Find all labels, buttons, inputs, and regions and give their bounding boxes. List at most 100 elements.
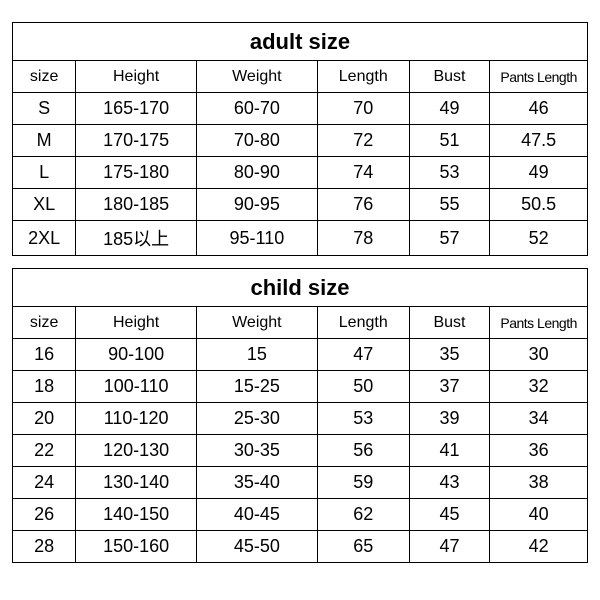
cell-size: 26 bbox=[13, 499, 76, 531]
cell-height: 180-185 bbox=[76, 189, 197, 221]
child-size-table: child size size Height Weight Length Bus… bbox=[12, 268, 588, 563]
col-header-weight: Weight bbox=[197, 307, 318, 339]
cell-bust: 57 bbox=[409, 221, 490, 256]
col-header-height: Height bbox=[76, 61, 197, 93]
table-header-row: size Height Weight Length Bust Pants Len… bbox=[13, 61, 588, 93]
col-header-pants-length: Pants Length bbox=[490, 61, 588, 93]
cell-size: L bbox=[13, 157, 76, 189]
cell-pants: 32 bbox=[490, 371, 588, 403]
cell-pants: 34 bbox=[490, 403, 588, 435]
cell-bust: 55 bbox=[409, 189, 490, 221]
table-row: 28 150-160 45-50 65 47 42 bbox=[13, 531, 588, 563]
cell-bust: 51 bbox=[409, 125, 490, 157]
table-title-row: adult size bbox=[13, 23, 588, 61]
col-header-length: Length bbox=[317, 61, 409, 93]
cell-weight: 25-30 bbox=[197, 403, 318, 435]
cell-pants: 40 bbox=[490, 499, 588, 531]
cell-bust: 35 bbox=[409, 339, 490, 371]
table-row: S 165-170 60-70 70 49 46 bbox=[13, 93, 588, 125]
cell-pants: 38 bbox=[490, 467, 588, 499]
cell-weight: 60-70 bbox=[197, 93, 318, 125]
table-row: 18 100-110 15-25 50 37 32 bbox=[13, 371, 588, 403]
cell-size: M bbox=[13, 125, 76, 157]
cell-bust: 49 bbox=[409, 93, 490, 125]
cell-weight: 45-50 bbox=[197, 531, 318, 563]
cell-size: S bbox=[13, 93, 76, 125]
cell-height: 100-110 bbox=[76, 371, 197, 403]
cell-height: 120-130 bbox=[76, 435, 197, 467]
cell-height: 175-180 bbox=[76, 157, 197, 189]
cell-bust: 37 bbox=[409, 371, 490, 403]
cell-length: 78 bbox=[317, 221, 409, 256]
cell-height: 90-100 bbox=[76, 339, 197, 371]
cell-length: 70 bbox=[317, 93, 409, 125]
table-row: L 175-180 80-90 74 53 49 bbox=[13, 157, 588, 189]
cell-weight: 80-90 bbox=[197, 157, 318, 189]
col-header-size: size bbox=[13, 307, 76, 339]
cell-height: 130-140 bbox=[76, 467, 197, 499]
cell-length: 53 bbox=[317, 403, 409, 435]
cell-pants: 30 bbox=[490, 339, 588, 371]
cell-pants: 42 bbox=[490, 531, 588, 563]
table-row: 22 120-130 30-35 56 41 36 bbox=[13, 435, 588, 467]
cell-pants: 52 bbox=[490, 221, 588, 256]
col-header-bust: Bust bbox=[409, 61, 490, 93]
cell-size: 28 bbox=[13, 531, 76, 563]
cell-pants: 47.5 bbox=[490, 125, 588, 157]
cell-length: 50 bbox=[317, 371, 409, 403]
table-row: XL 180-185 90-95 76 55 50.5 bbox=[13, 189, 588, 221]
cell-bust: 43 bbox=[409, 467, 490, 499]
table-header-row: size Height Weight Length Bust Pants Len… bbox=[13, 307, 588, 339]
cell-height: 170-175 bbox=[76, 125, 197, 157]
table-row: 20 110-120 25-30 53 39 34 bbox=[13, 403, 588, 435]
col-header-weight: Weight bbox=[197, 61, 318, 93]
cell-bust: 47 bbox=[409, 531, 490, 563]
cell-size: 16 bbox=[13, 339, 76, 371]
cell-length: 59 bbox=[317, 467, 409, 499]
col-header-size: size bbox=[13, 61, 76, 93]
child-size-table-wrapper: child size size Height Weight Length Bus… bbox=[12, 268, 588, 563]
cell-length: 65 bbox=[317, 531, 409, 563]
adult-table-title: adult size bbox=[13, 23, 588, 61]
table-row: 24 130-140 35-40 59 43 38 bbox=[13, 467, 588, 499]
cell-height: 150-160 bbox=[76, 531, 197, 563]
cell-weight: 30-35 bbox=[197, 435, 318, 467]
cell-bust: 39 bbox=[409, 403, 490, 435]
cell-pants: 49 bbox=[490, 157, 588, 189]
cell-length: 56 bbox=[317, 435, 409, 467]
table-title-row: child size bbox=[13, 269, 588, 307]
cell-size: 2XL bbox=[13, 221, 76, 256]
col-header-bust: Bust bbox=[409, 307, 490, 339]
cell-bust: 45 bbox=[409, 499, 490, 531]
adult-size-table-wrapper: adult size size Height Weight Length Bus… bbox=[12, 22, 588, 256]
cell-weight: 35-40 bbox=[197, 467, 318, 499]
cell-height: 140-150 bbox=[76, 499, 197, 531]
cell-pants: 46 bbox=[490, 93, 588, 125]
cell-pants: 50.5 bbox=[490, 189, 588, 221]
cell-bust: 53 bbox=[409, 157, 490, 189]
cell-weight: 70-80 bbox=[197, 125, 318, 157]
cell-size: 20 bbox=[13, 403, 76, 435]
cell-weight: 15-25 bbox=[197, 371, 318, 403]
cell-weight: 15 bbox=[197, 339, 318, 371]
cell-height: 165-170 bbox=[76, 93, 197, 125]
cell-size: XL bbox=[13, 189, 76, 221]
cell-pants: 36 bbox=[490, 435, 588, 467]
cell-length: 74 bbox=[317, 157, 409, 189]
table-row: 2XL 185以上 95-110 78 57 52 bbox=[13, 221, 588, 256]
cell-weight: 90-95 bbox=[197, 189, 318, 221]
col-header-pants-length: Pants Length bbox=[490, 307, 588, 339]
adult-size-table: adult size size Height Weight Length Bus… bbox=[12, 22, 588, 256]
cell-size: 24 bbox=[13, 467, 76, 499]
table-row: 16 90-100 15 47 35 30 bbox=[13, 339, 588, 371]
col-header-length: Length bbox=[317, 307, 409, 339]
cell-length: 72 bbox=[317, 125, 409, 157]
cell-size: 22 bbox=[13, 435, 76, 467]
table-row: M 170-175 70-80 72 51 47.5 bbox=[13, 125, 588, 157]
child-table-title: child size bbox=[13, 269, 588, 307]
cell-size: 18 bbox=[13, 371, 76, 403]
cell-height: 185以上 bbox=[76, 221, 197, 256]
cell-length: 62 bbox=[317, 499, 409, 531]
cell-weight: 40-45 bbox=[197, 499, 318, 531]
cell-height: 110-120 bbox=[76, 403, 197, 435]
